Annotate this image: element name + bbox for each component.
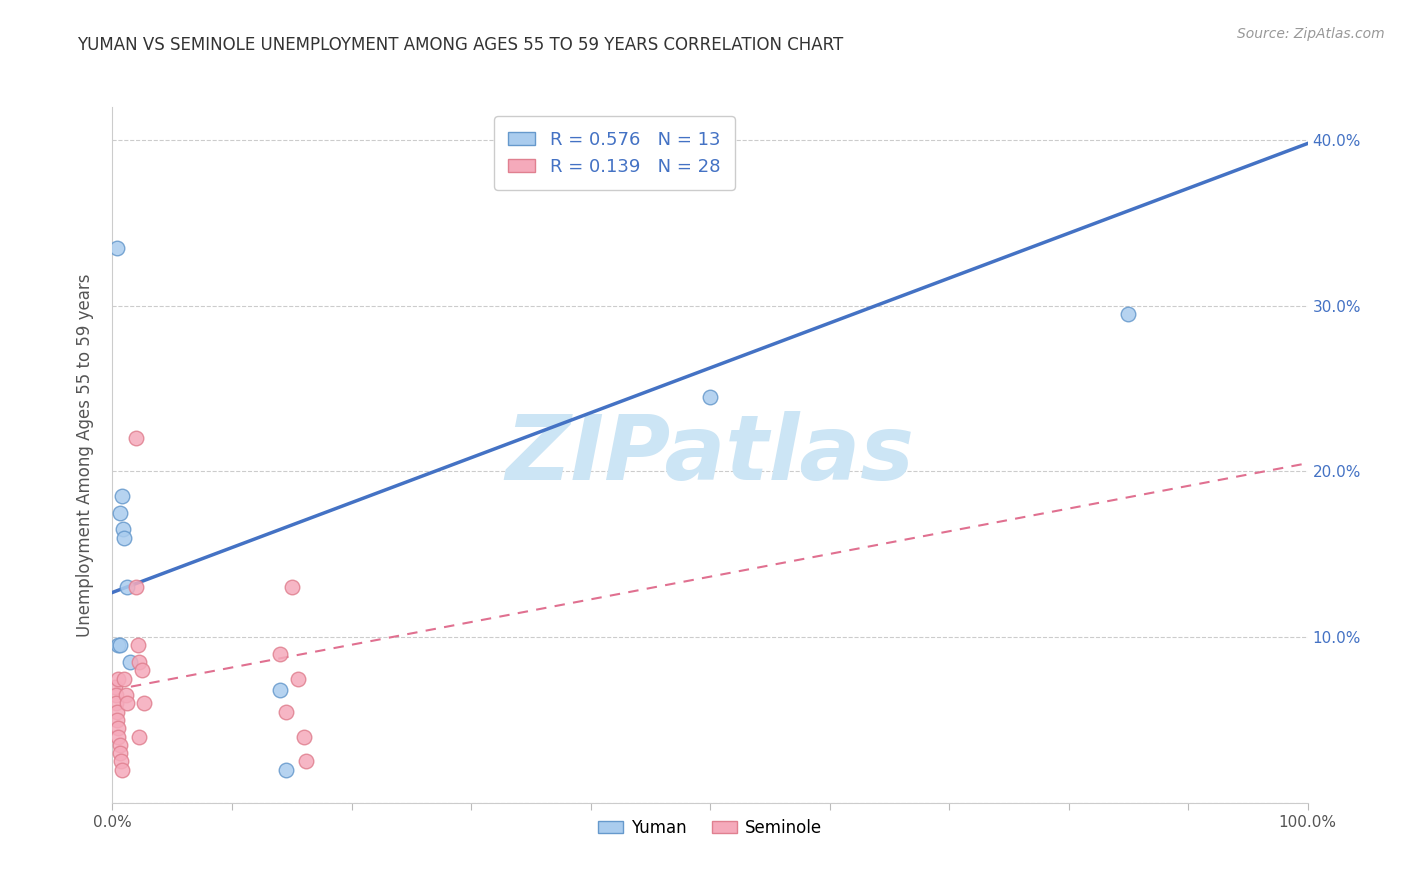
Point bbox=[127, 639, 149, 653]
Point bbox=[274, 763, 297, 777]
Point bbox=[108, 738, 131, 752]
Point bbox=[128, 730, 150, 744]
Point bbox=[114, 688, 136, 702]
Point bbox=[114, 672, 135, 686]
Point bbox=[105, 697, 128, 711]
Point bbox=[699, 390, 721, 404]
Point bbox=[111, 763, 134, 777]
Text: ZIPatlas: ZIPatlas bbox=[506, 411, 914, 499]
Y-axis label: Unemployment Among Ages 55 to 59 years: Unemployment Among Ages 55 to 59 years bbox=[76, 273, 94, 637]
Point bbox=[1118, 307, 1140, 321]
Point bbox=[107, 639, 129, 653]
Point bbox=[108, 639, 131, 653]
Point bbox=[274, 705, 297, 719]
Point bbox=[107, 730, 129, 744]
Point bbox=[131, 663, 153, 677]
Point bbox=[110, 755, 132, 769]
Point bbox=[287, 672, 309, 686]
Point bbox=[107, 721, 129, 735]
Point bbox=[108, 746, 131, 760]
Text: YUMAN VS SEMINOLE UNEMPLOYMENT AMONG AGES 55 TO 59 YEARS CORRELATION CHART: YUMAN VS SEMINOLE UNEMPLOYMENT AMONG AGE… bbox=[77, 36, 844, 54]
Point bbox=[107, 672, 129, 686]
Point bbox=[111, 489, 134, 503]
Point bbox=[125, 431, 148, 445]
Point bbox=[281, 581, 304, 595]
Point bbox=[105, 705, 128, 719]
Point bbox=[120, 655, 142, 669]
Point bbox=[132, 697, 155, 711]
Point bbox=[128, 655, 150, 669]
Point bbox=[115, 581, 138, 595]
Legend: Yuman, Seminole: Yuman, Seminole bbox=[591, 812, 830, 843]
Point bbox=[105, 241, 128, 255]
Point bbox=[125, 581, 148, 595]
Point bbox=[292, 730, 315, 744]
Text: Source: ZipAtlas.com: Source: ZipAtlas.com bbox=[1237, 27, 1385, 41]
Point bbox=[295, 755, 318, 769]
Point bbox=[114, 531, 135, 545]
Point bbox=[269, 647, 291, 661]
Point bbox=[115, 697, 138, 711]
Point bbox=[104, 680, 127, 694]
Point bbox=[269, 683, 291, 698]
Point bbox=[108, 506, 131, 520]
Point bbox=[105, 688, 128, 702]
Point bbox=[105, 713, 128, 727]
Point bbox=[112, 523, 135, 537]
